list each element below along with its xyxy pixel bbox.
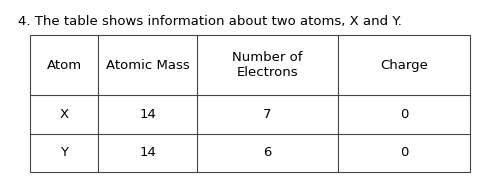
- Text: 4. The table shows information about two atoms, X and Y.: 4. The table shows information about two…: [18, 15, 402, 28]
- Text: 14: 14: [140, 108, 156, 121]
- Text: Y: Y: [60, 146, 68, 159]
- Bar: [30, 35, 470, 172]
- Text: Charge: Charge: [380, 59, 428, 72]
- Text: Number of
Electrons: Number of Electrons: [232, 51, 303, 79]
- Text: 0: 0: [400, 108, 408, 121]
- Text: Atom: Atom: [46, 59, 82, 72]
- Text: 6: 6: [264, 146, 272, 159]
- Text: 7: 7: [264, 108, 272, 121]
- Text: X: X: [60, 108, 68, 121]
- Text: 0: 0: [400, 146, 408, 159]
- Text: Atomic Mass: Atomic Mass: [106, 59, 190, 72]
- Text: 14: 14: [140, 146, 156, 159]
